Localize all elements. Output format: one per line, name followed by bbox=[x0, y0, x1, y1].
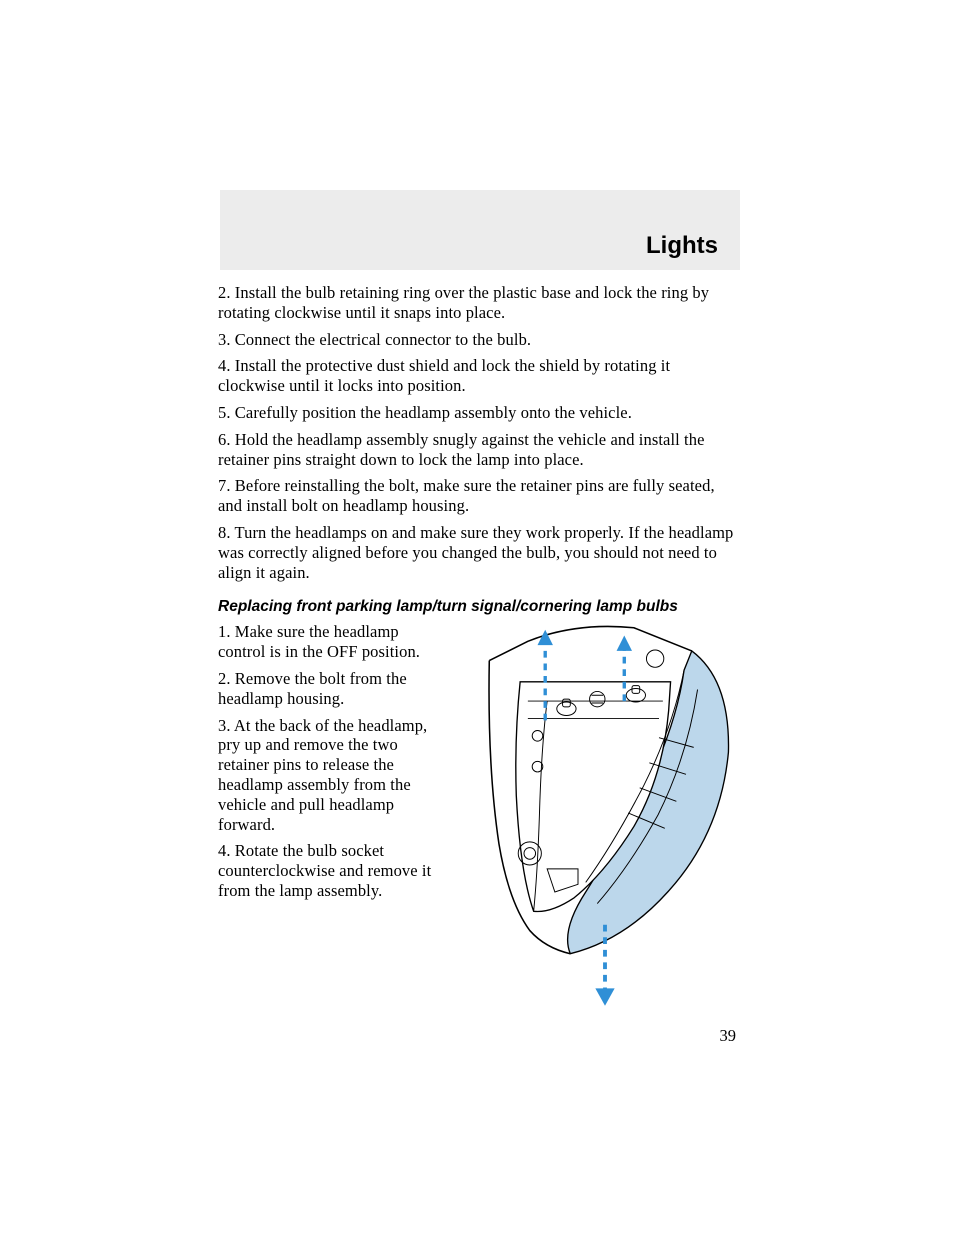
step-text: 7. Before reinstalling the bolt, make su… bbox=[218, 476, 740, 516]
step-text: 5. Carefully position the headlamp assem… bbox=[218, 403, 740, 423]
step-text: 4. Install the protective dust shield an… bbox=[218, 356, 740, 396]
section-header-band: Lights bbox=[220, 190, 740, 270]
step-text: 2. Install the bulb retaining ring over … bbox=[218, 283, 740, 323]
step-text: 2. Remove the bolt from the headlamp hou… bbox=[218, 669, 446, 709]
outer-fender-line bbox=[489, 627, 691, 661]
step-text: 1. Make sure the headlamp control is in … bbox=[218, 622, 446, 662]
body-column: 2. Install the bulb retaining ring over … bbox=[218, 283, 740, 1008]
step-list-left: 1. Make sure the headlamp control is in … bbox=[218, 622, 446, 907]
text-with-figure-row: 1. Make sure the headlamp control is in … bbox=[218, 622, 740, 1008]
step-text: 8. Turn the headlamps on and make sure t… bbox=[218, 523, 740, 582]
section-title: Lights bbox=[646, 232, 718, 260]
headlamp-illustration-svg bbox=[470, 622, 740, 1008]
subheading: Replacing front parking lamp/turn signal… bbox=[218, 598, 740, 616]
step-text: 3. At the back of the headlamp, pry up a… bbox=[218, 716, 446, 835]
step-text: 6. Hold the headlamp assembly snugly aga… bbox=[218, 430, 740, 470]
manual-page: Lights 2. Install the bulb retaining rin… bbox=[0, 0, 954, 1235]
step-text: 4. Rotate the bulb socket counterclockwi… bbox=[218, 841, 446, 900]
page-number: 39 bbox=[720, 1026, 737, 1046]
headlamp-figure bbox=[470, 622, 740, 1008]
step-text: 3. Connect the electrical connector to t… bbox=[218, 330, 740, 350]
